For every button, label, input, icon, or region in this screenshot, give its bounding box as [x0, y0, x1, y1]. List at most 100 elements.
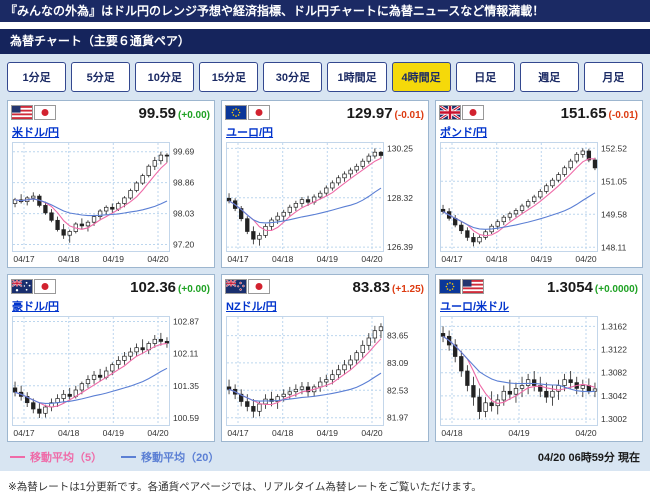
- flag-jp-icon: [248, 105, 270, 120]
- svg-text:04/19: 04/19: [508, 428, 530, 438]
- candlestick-chart: 83.65 83.09 82.53 81.97 04/17 04/18 04/19 04/20: [226, 316, 409, 438]
- svg-text:04/17: 04/17: [13, 428, 35, 438]
- panel-head: 99.59 (+0.00): [11, 105, 210, 123]
- svg-text:04/19: 04/19: [317, 254, 339, 264]
- ma20-legend-label: 移動平均（20）: [141, 452, 220, 464]
- svg-text:04/17: 04/17: [13, 254, 35, 264]
- svg-text:99.69: 99.69: [173, 147, 195, 157]
- ma5-line-swatch: [10, 456, 25, 458]
- timeframe-button-row: 1分足 5分足 10分足 15分足 30分足 1時間足 4時間足 日足 週足 月足: [0, 54, 650, 100]
- price-wrap: 151.65 (-0.01): [561, 105, 638, 123]
- timeframe-button-8[interactable]: 週足: [519, 62, 579, 92]
- flag-eu-icon: [439, 279, 461, 294]
- footer-note: ※為替レートは1分更新です。各通貨ペアページでは、リアルタイム為替レートをご覧い…: [0, 471, 650, 502]
- svg-text:83.09: 83.09: [387, 358, 409, 368]
- flag-us-icon: [11, 105, 33, 120]
- footer-note-text: ※為替レートは1分更新です。各通貨ペアページでは、リアルタイム為替レートをご覧い…: [8, 481, 482, 493]
- timeframe-button-0[interactable]: 1分足: [7, 62, 67, 92]
- candlestick-chart: 99.69 98.86 98.03 97.20 04/17 04/18 04/19 04/20: [12, 142, 195, 264]
- pair-change: (-0.01): [608, 110, 638, 121]
- spacer: [0, 22, 650, 29]
- candlestick-chart: 1.3162 1.3122 1.3082 1.3042 1.3002 04/18 04/19…: [440, 316, 627, 438]
- currency-flag-pair: [11, 279, 56, 294]
- currency-flag-pair: [439, 279, 484, 294]
- pair-price: 102.36: [130, 279, 177, 296]
- currency-flag-pair: [225, 105, 270, 120]
- chart-panel-0: 99.59 (+0.00) 米ドル/円 99.69 98.86 98.03 97.20 0…: [7, 100, 215, 268]
- pair-price: 1.3054: [547, 279, 593, 296]
- charts-grid: 99.59 (+0.00) 米ドル/円 99.69 98.86 98.03 97.20 0…: [0, 100, 650, 442]
- panel-head: 1.3054 (+0.0000): [439, 279, 638, 297]
- pair-change: (+0.0000): [594, 284, 638, 295]
- svg-text:130.25: 130.25: [387, 143, 413, 153]
- svg-text:101.35: 101.35: [173, 381, 199, 391]
- section-title: 為替チャート（主要６通貨ペア）: [10, 34, 190, 48]
- pair-link-1[interactable]: ユーロ/円: [226, 127, 274, 139]
- flag-nz-icon: [225, 279, 247, 294]
- top-banner-text: 『みんなの外為』はドル円のレンジ予想や経済指標、ドル円チャートに為替ニュースなど…: [5, 4, 545, 18]
- timeframe-button-3[interactable]: 15分足: [199, 62, 259, 92]
- chart-panel-4: 83.83 (+1.25) NZドル/円 83.65 83.09 82.53 81.97…: [221, 274, 429, 442]
- pair-link-4[interactable]: NZドル/円: [226, 301, 277, 313]
- svg-text:04/20: 04/20: [147, 254, 169, 264]
- svg-text:81.97: 81.97: [387, 413, 409, 423]
- svg-text:82.53: 82.53: [387, 385, 409, 395]
- candlestick-chart: 130.25 128.32 126.39 04/17 04/18 04/19 04/20: [226, 142, 413, 264]
- svg-text:1.3082: 1.3082: [601, 368, 627, 378]
- svg-text:04/18: 04/18: [58, 428, 80, 438]
- svg-text:04/17: 04/17: [441, 254, 463, 264]
- svg-text:04/19: 04/19: [103, 428, 125, 438]
- chart-panel-2: 151.65 (-0.01) ポンド/円 152.52 151.05 149.58 14…: [435, 100, 643, 268]
- pair-price: 83.83: [352, 279, 391, 296]
- currency-flag-pair: [11, 105, 56, 120]
- svg-text:04/19: 04/19: [103, 254, 125, 264]
- pair-link-2[interactable]: ポンド/円: [440, 127, 488, 139]
- top-banner: 『みんなの外為』はドル円のレンジ予想や経済指標、ドル円チャートに為替ニュースなど…: [0, 0, 650, 22]
- price-wrap: 99.59 (+0.00): [138, 105, 210, 123]
- current-timestamp: 04/20 06時59分 現在: [537, 452, 640, 464]
- svg-text:128.32: 128.32: [387, 193, 413, 203]
- svg-text:1.3042: 1.3042: [601, 391, 627, 401]
- timeframe-button-5[interactable]: 1時間足: [327, 62, 387, 92]
- price-wrap: 83.83 (+1.25): [352, 279, 424, 297]
- pair-link-5[interactable]: ユーロ/米ドル: [440, 301, 510, 313]
- svg-text:98.86: 98.86: [173, 178, 195, 188]
- flag-jp-icon: [462, 105, 484, 120]
- pair-change: (+0.00): [178, 284, 210, 295]
- pair-change: (+0.00): [178, 110, 210, 121]
- timeframe-button-4[interactable]: 30分足: [263, 62, 323, 92]
- flag-jp-icon: [34, 279, 56, 294]
- timeframe-button-7[interactable]: 日足: [455, 62, 515, 92]
- svg-text:04/20: 04/20: [361, 254, 383, 264]
- panel-head: 151.65 (-0.01): [439, 105, 638, 123]
- timeframe-button-2[interactable]: 10分足: [135, 62, 195, 92]
- svg-text:149.58: 149.58: [601, 209, 627, 219]
- panel-head: 102.36 (+0.00): [11, 279, 210, 297]
- chart-panel-3: 102.36 (+0.00) 豪ドル/円 102.87 102.11 101.35 10…: [7, 274, 215, 442]
- svg-text:1.3162: 1.3162: [601, 321, 627, 331]
- price-wrap: 129.97 (-0.01): [347, 105, 424, 123]
- price-wrap: 102.36 (+0.00): [130, 279, 210, 297]
- svg-text:04/18: 04/18: [272, 254, 294, 264]
- svg-text:102.87: 102.87: [173, 317, 199, 327]
- pair-price: 99.59: [138, 105, 177, 122]
- section-header: 為替チャート（主要６通貨ペア）: [0, 29, 650, 54]
- svg-text:126.39: 126.39: [387, 242, 413, 252]
- ma5-legend-label: 移動平均（5）: [30, 452, 103, 464]
- legend-row: 移動平均（5） 移動平均（20） 04/20 06時59分 現在: [0, 442, 650, 467]
- timeframe-button-9[interactable]: 月足: [583, 62, 643, 92]
- timeframe-button-6[interactable]: 4時間足: [391, 62, 451, 92]
- currency-flag-pair: [225, 279, 270, 294]
- svg-text:102.11: 102.11: [173, 349, 199, 359]
- timeframe-button-1[interactable]: 5分足: [71, 62, 131, 92]
- pair-price: 129.97: [346, 105, 393, 122]
- svg-text:04/18: 04/18: [486, 254, 508, 264]
- flag-eu-icon: [225, 105, 247, 120]
- currency-flag-pair: [439, 105, 484, 120]
- chart-panel-1: 129.97 (-0.01) ユーロ/円 130.25 128.32 126.39 04…: [221, 100, 429, 268]
- pair-link-3[interactable]: 豪ドル/円: [12, 301, 60, 313]
- pair-link-0[interactable]: 米ドル/円: [12, 127, 60, 139]
- svg-text:148.11: 148.11: [601, 242, 627, 252]
- price-wrap: 1.3054 (+0.0000): [547, 279, 638, 297]
- svg-text:98.03: 98.03: [173, 209, 195, 219]
